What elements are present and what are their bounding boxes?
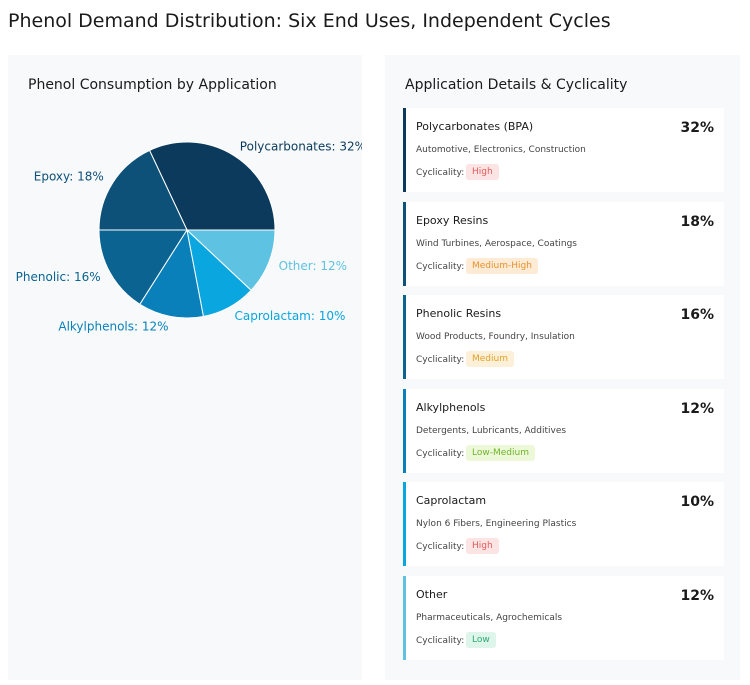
cyclicality-badge: Medium [466,351,514,367]
page-title: Phenol Demand Distribution: Six End Uses… [8,10,611,32]
chart-title: Phenol Consumption by Application [28,77,277,93]
detail-card: Other 12% Pharmaceuticals, Agrochemicals Cy… [403,575,724,660]
cyclicality-label: Cyclicality: [416,542,465,552]
pie-slice [139,228,205,319]
pie-slice [148,141,276,231]
card-share: 32% [680,120,714,136]
card-uses: Wood Products, Foundry, Insulation [416,332,575,342]
card-share: 10% [680,494,714,510]
card-share: 16% [680,307,714,323]
slice-label: Epoxy: 18% [34,170,104,184]
details-panel: Application Details & Cyclicality Polyca… [385,55,740,680]
detail-card: Epoxy Resins 18% Wind Turbines, Aerospace,… [403,201,724,286]
card-share: 12% [680,400,714,417]
detail-card: Polycarbonates (BPA) 32% Automotive, Elect… [403,108,724,192]
cyclicality-badge: Low [466,631,496,648]
detail-card: Alkylphenols 12% Detergents, Lubricants, A… [403,388,724,473]
card-uses: Pharmaceuticals, Agrochemicals [416,612,563,623]
detail-card: Phenolic Resins 16% Wood Products, Foundry… [403,295,724,379]
pie-chart: Polycarbonates: 32% Epoxy: 18% Phenolic: 1… [16,139,362,333]
cyclicality-badge: High [466,164,499,180]
card-name: Caprolactam [416,494,487,507]
card-name: Phenolic Resins [416,307,502,320]
card-share: 18% [680,213,714,230]
card-name: Alkylphenols [416,400,486,414]
card-uses: Wind Turbines, Aerospace, Coatings [416,238,577,249]
card-share: 12% [680,587,714,604]
slice-label: Other: 12% [279,259,347,273]
cyclicality-badge: Medium-High [466,257,538,274]
card-name: Epoxy Resins [416,213,489,227]
slice-label: Phenolic: 16% [16,270,101,284]
cyclicality-label: Cyclicality: [416,261,465,272]
cyclicality-badge: High [466,538,499,554]
slice-label: Polycarbonates: 32% [240,139,362,153]
cyclicality-label: Cyclicality: [416,635,465,646]
pie-slice [98,149,188,231]
cyclicality-label: Cyclicality: [416,168,465,178]
card-name: Other [416,587,448,601]
slice-label: Alkylphenols: 12% [58,319,168,333]
detail-card: Caprolactam 10% Nylon 6 Fibers, Engineerin… [403,482,724,566]
card-uses: Nylon 6 Fibers, Engineering Plastics [416,519,577,529]
card-uses: Detergents, Lubricants, Additives [416,425,567,436]
cyclicality-label: Cyclicality: [416,355,465,365]
card-uses: Automotive, Electronics, Construction [416,145,586,155]
pie-slice [185,229,276,291]
slice-label: Caprolactam: 10% [234,309,345,323]
details-title: Application Details & Cyclicality [405,77,628,93]
cyclicality-badge: Low-Medium [466,444,535,461]
cyclicality-label: Cyclicality: [416,448,465,459]
pie-slice [98,229,188,305]
chart-panel: Phenol Consumption by Application Polyca… [8,55,362,680]
card-name: Polycarbonates (BPA) [416,120,534,133]
